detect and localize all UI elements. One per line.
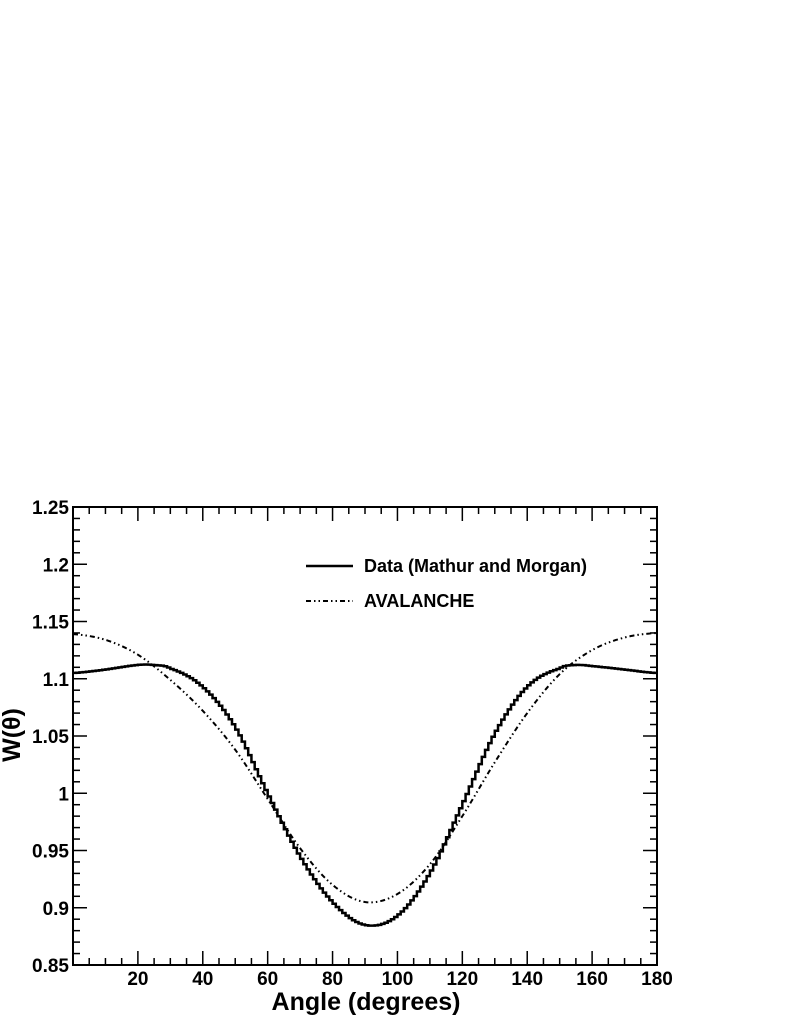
- y-tick-label: 0.95: [32, 842, 69, 863]
- x-tick-label: 120: [446, 969, 478, 990]
- y-tick-label: 0.9: [43, 899, 69, 920]
- x-axis-title: Angle (degrees): [272, 988, 461, 1016]
- y-tick-label: 0.85: [32, 956, 69, 977]
- x-tick-labels: 20 40 60 80 100 120 140 160 180: [127, 969, 673, 990]
- legend-label-avalanche: AVALANCHE: [364, 591, 474, 611]
- y-tick-label: 1.15: [32, 613, 69, 634]
- legend-label-data: Data (Mathur and Morgan): [364, 556, 587, 576]
- y-tick-label: 1: [58, 784, 69, 805]
- x-tick-label: 80: [322, 969, 343, 990]
- x-tick-label: 100: [382, 969, 414, 990]
- x-tick-label: 20: [127, 969, 148, 990]
- y-tick-label: 1.2: [43, 555, 69, 576]
- axis-ticks: [72, 506, 658, 966]
- y-tick-label: 1.1: [43, 670, 70, 691]
- plot-area: [72, 506, 658, 966]
- x-tick-label: 140: [511, 969, 543, 990]
- x-tick-label: 160: [576, 969, 608, 990]
- x-tick-label: 60: [257, 969, 278, 990]
- y-tick-labels: 0.85 0.9 0.95 1 1.05 1.1 1.15 1.2 1.25: [32, 498, 69, 977]
- legend: Data (Mathur and Morgan) AVALANCHE: [306, 556, 587, 611]
- series-line-data: [73, 663, 657, 927]
- y-axis-title: W(θ): [0, 708, 26, 762]
- y-tick-label: 1.05: [32, 727, 69, 748]
- y-tick-label: 1.25: [32, 498, 69, 519]
- x-tick-label: 40: [192, 969, 213, 990]
- series-line-avalanche: [72, 631, 658, 904]
- series-curves: [72, 631, 658, 927]
- x-tick-label: 180: [641, 969, 673, 990]
